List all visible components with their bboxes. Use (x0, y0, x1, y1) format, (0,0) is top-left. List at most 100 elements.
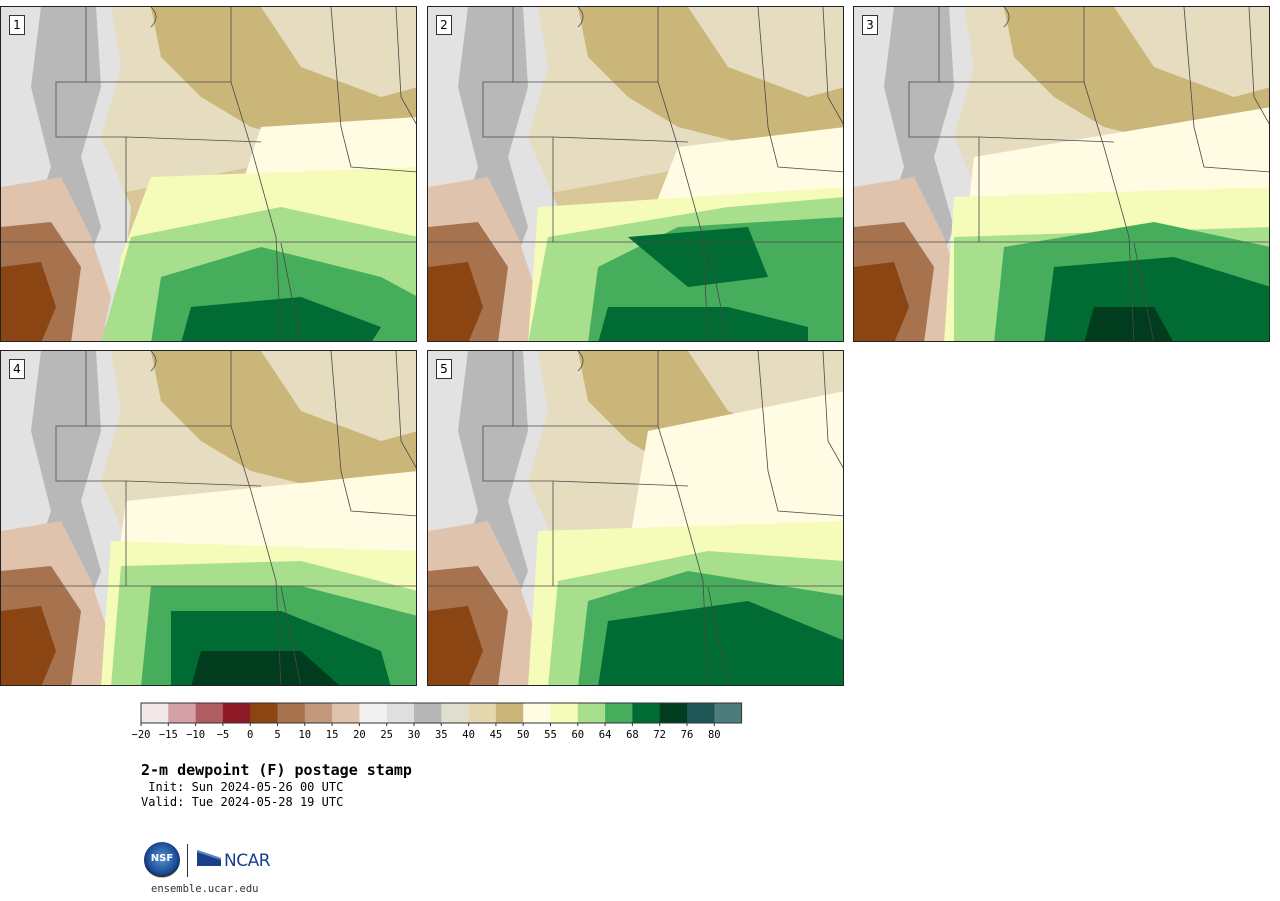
map-field-region (428, 262, 483, 341)
colorbar-tick-label: 80 (708, 729, 721, 741)
colorbar-swatch-21 (714, 703, 742, 723)
colorbar-swatch-2 (195, 703, 224, 723)
colorbar-tick-label: −5 (217, 729, 230, 741)
map-field-region (181, 297, 381, 341)
state-border (657, 425, 709, 685)
state-border (230, 81, 282, 341)
colorbar-swatch-16 (577, 703, 606, 723)
state-border (395, 7, 416, 125)
colorbar-tick-label: −20 (132, 729, 151, 741)
state-border (1248, 7, 1269, 125)
map-field-region (1, 606, 56, 685)
colorbar-tick-label: 50 (517, 729, 530, 741)
panel-number-label: 3 (862, 15, 878, 35)
colorbar-swatch-12 (468, 703, 497, 723)
colorbar-tick-label: 30 (408, 729, 421, 741)
colorbar-tick-label: 76 (681, 729, 694, 741)
colorbar-swatch-13 (495, 703, 524, 723)
state-border (822, 351, 843, 469)
stamp-panel-2: 2 (427, 6, 844, 342)
panel-number-label: 4 (9, 359, 25, 379)
state-border (978, 136, 1115, 143)
colorbar-swatch-8 (359, 703, 387, 723)
stamp-panel-1: 1 (0, 6, 417, 342)
colorbar-swatch-0 (141, 703, 169, 723)
state-border (280, 242, 302, 341)
stamp-panel-3: 3 (853, 6, 1270, 342)
state-border (330, 7, 416, 173)
map-field-region (151, 351, 416, 501)
dewpoint-map-3 (854, 7, 1269, 341)
colorbar-tick-label: 60 (571, 729, 584, 741)
colorbar-swatch-18 (632, 703, 660, 723)
colorbar: −20 −15 −10 −5 0 5 10 15 20 25 30 35 40 45 50 55 60 64 68 7… (132, 702, 743, 741)
figure-title: 2-m dewpoint (F) postage stamp (141, 761, 412, 779)
init-time: Init: Sun 2024-05-26 00 UTC (141, 780, 344, 794)
colorbar-tick-label: 15 (326, 729, 339, 741)
colorbar-swatch-4 (250, 703, 278, 723)
colorbar-tick-label: 20 (353, 729, 366, 741)
state-border (125, 480, 262, 487)
state-border (1083, 81, 1135, 341)
state-border (230, 425, 282, 685)
map-field-region (151, 7, 416, 157)
dewpoint-map-2 (428, 7, 843, 341)
state-border (512, 351, 659, 427)
logo-group: NSF NCAR (144, 842, 284, 882)
state-border (482, 81, 843, 243)
colorbar-swatch-20 (687, 703, 715, 723)
state-border (1183, 7, 1269, 173)
colorbar-swatch-11 (441, 703, 469, 723)
site-url: ensemble.ucar.edu (151, 883, 259, 895)
state-border (577, 7, 584, 28)
panel-number-label: 2 (436, 15, 452, 35)
colorbar-swatch-15 (550, 703, 579, 723)
state-border (577, 351, 584, 372)
colorbar-tick-label: 55 (544, 729, 557, 741)
map-field-region (578, 7, 843, 157)
colorbar-swatch-5 (277, 703, 306, 723)
colorbar-swatch-6 (304, 703, 333, 723)
stamp-panel-4: 4 (0, 350, 417, 686)
state-border (85, 351, 232, 427)
panel-number-label: 5 (436, 359, 452, 379)
state-border (395, 351, 416, 469)
map-field-region (1, 262, 56, 341)
colorbar-tick-label: 45 (490, 729, 503, 741)
valid-time: Valid: Tue 2024-05-28 19 UTC (141, 795, 344, 809)
state-border (280, 586, 302, 685)
colorbar-tick-label: 68 (626, 729, 639, 741)
map-field-region (598, 601, 843, 685)
state-border (938, 7, 1085, 83)
state-border (85, 7, 232, 83)
nsf-logo-icon: NSF (144, 842, 180, 878)
state-border (330, 351, 416, 517)
map-field-region (428, 606, 483, 685)
stamp-panel-5: 5 (427, 350, 844, 686)
colorbar-tick-label: 64 (599, 729, 612, 741)
colorbar-swatch-14 (523, 703, 551, 723)
colorbar-tick-label: 35 (435, 729, 448, 741)
logo-divider (187, 844, 188, 877)
state-border (1133, 242, 1155, 341)
colorbar-swatch-1 (168, 703, 196, 723)
colorbar-swatch-3 (222, 703, 251, 723)
colorbar-tick-label: −10 (186, 729, 205, 741)
colorbar-tick-label: 10 (298, 729, 311, 741)
state-border (822, 7, 843, 125)
state-border (757, 351, 843, 517)
colorbar-swatch-19 (659, 703, 688, 723)
state-border (482, 425, 843, 587)
colorbar-tick-label: 5 (274, 729, 280, 741)
panel-number-label: 1 (9, 15, 25, 35)
dewpoint-map-4 (1, 351, 416, 685)
state-border (125, 136, 262, 143)
colorbar-swatch-9 (386, 703, 415, 723)
state-border (55, 425, 416, 587)
colorbar-swatch-7 (332, 703, 360, 723)
state-border (707, 242, 729, 341)
map-field-region (854, 262, 909, 341)
colorbar-swatch-17 (605, 703, 633, 723)
state-border (908, 81, 1269, 243)
ncar-logo-text: NCAR (224, 851, 271, 871)
